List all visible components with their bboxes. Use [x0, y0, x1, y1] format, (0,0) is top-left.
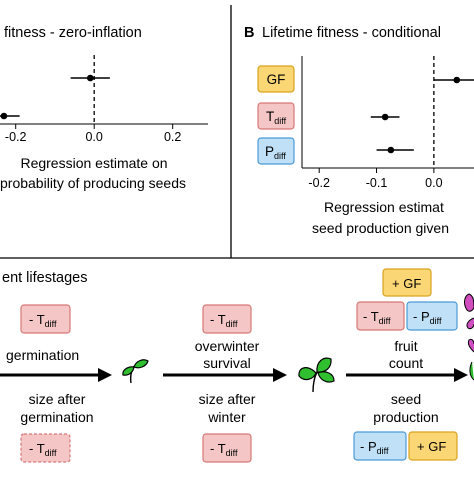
- stage1-arrowhead: [98, 368, 112, 382]
- diagram-title: ent lifestages: [2, 270, 87, 286]
- stage2-bottom-tdiff-box: - Tdiff: [202, 433, 252, 463]
- panel-b-point-estimate: [387, 146, 395, 154]
- stage2-top-label-line1: overwinter: [195, 338, 260, 354]
- stage1-top-label: germination: [6, 347, 79, 363]
- seedling-icon: [122, 359, 149, 384]
- stage3-bottom-label-line2: production: [373, 409, 438, 425]
- stage2-arrowhead: [273, 368, 287, 382]
- panel-a-x-label-line1: Regression estimate on: [20, 155, 167, 171]
- stage3-top-label-line1: fruit: [394, 338, 417, 354]
- stage3-top-label-line2: count: [389, 355, 423, 371]
- panel-b-label-t: Tdiff: [257, 102, 295, 130]
- svg-text:- Pdiff: - Pdiff: [413, 309, 442, 326]
- panel-a-title: fitness - zero-inflation: [4, 25, 142, 41]
- stage1-bottom-label-line2: germination: [20, 409, 93, 425]
- stage1-bottom-label-line1: size after: [29, 391, 86, 407]
- stage3-bottom-label-line1: seed: [391, 391, 421, 407]
- stage2-top-label-line2: survival: [203, 355, 250, 371]
- svg-text:+ GF: + GF: [392, 276, 421, 291]
- panel-a-x-label-line2: probability of producing seeds: [0, 175, 186, 191]
- panel-b-title: Lifetime fitness - conditional: [262, 25, 441, 41]
- panel-b-x-tick-label: -0.1: [366, 176, 388, 190]
- panel-b-point-estimate: [381, 113, 389, 121]
- panel-b-label-p: Pdiff: [257, 137, 295, 165]
- flowering-plant-icon: [464, 293, 474, 381]
- stage3-top-tdiff-box: - Tdiff: [356, 301, 405, 331]
- panel-a-point-estimate: [0, 112, 8, 120]
- svg-text:- Tdiff: - Tdiff: [210, 312, 238, 329]
- stage3-top-pdiff-box: - Pdiff: [406, 301, 458, 331]
- svg-text:- Tdiff: - Tdiff: [29, 441, 57, 458]
- stage3-arrowhead: [454, 368, 468, 382]
- panel-a-x-tick-label: -0.2: [5, 130, 27, 144]
- panel-b-conditional: B Lifetime fitness - conditional -0.2 -0.…: [244, 25, 474, 236]
- stage3-bottom-pdiff-box: - Pdiff: [353, 431, 407, 461]
- panel-a-point-estimate: [86, 74, 94, 82]
- svg-text:- Tdiff: - Tdiff: [29, 312, 57, 329]
- svg-text:- Pdiff: - Pdiff: [360, 439, 389, 456]
- stage2-top-tdiff-box: - Tdiff: [202, 304, 252, 334]
- panel-b-x-label-line1: Regression estimat: [324, 199, 444, 215]
- panel-b-x-tick-label: 0.0: [425, 176, 442, 190]
- panel-a-zero-inflation: fitness - zero-inflation -0.2 0.0 0.2 Regr…: [0, 25, 208, 191]
- stage1-bottom-tdiff-box: - Tdiff: [20, 433, 71, 463]
- svg-text:GF: GF: [267, 72, 286, 87]
- leafy-plant-icon: [298, 357, 335, 393]
- stage1-top-tdiff-box: - Tdiff: [20, 304, 71, 334]
- panel-b-x-label-line2: seed production given: [312, 220, 449, 236]
- panel-b-letter: B: [244, 25, 254, 41]
- panel-b-x-tick-label: -0.2: [308, 176, 330, 190]
- panel-a-x-tick-label: 0.0: [85, 130, 102, 144]
- svg-text:- Tdiff: - Tdiff: [210, 441, 238, 458]
- panel-b-point-estimate: [453, 76, 461, 84]
- lifestage-diagram: ent lifestages - Tdiff germination size …: [0, 268, 474, 463]
- svg-text:+ GF: + GF: [417, 439, 446, 454]
- panel-b-label-gf: GF: [257, 65, 295, 93]
- panel-a-x-tick-label: 0.2: [164, 130, 181, 144]
- svg-text:Tdiff: Tdiff: [266, 109, 287, 126]
- stage2-bottom-label-line1: size after: [199, 391, 256, 407]
- stage3-bottom-gf-box: + GF: [408, 431, 458, 461]
- stage2-bottom-label-line2: winter: [207, 409, 246, 425]
- stage3-top-gf-box: + GF: [382, 268, 432, 297]
- svg-text:- Tdiff: - Tdiff: [363, 309, 391, 326]
- svg-text:Pdiff: Pdiff: [265, 144, 286, 161]
